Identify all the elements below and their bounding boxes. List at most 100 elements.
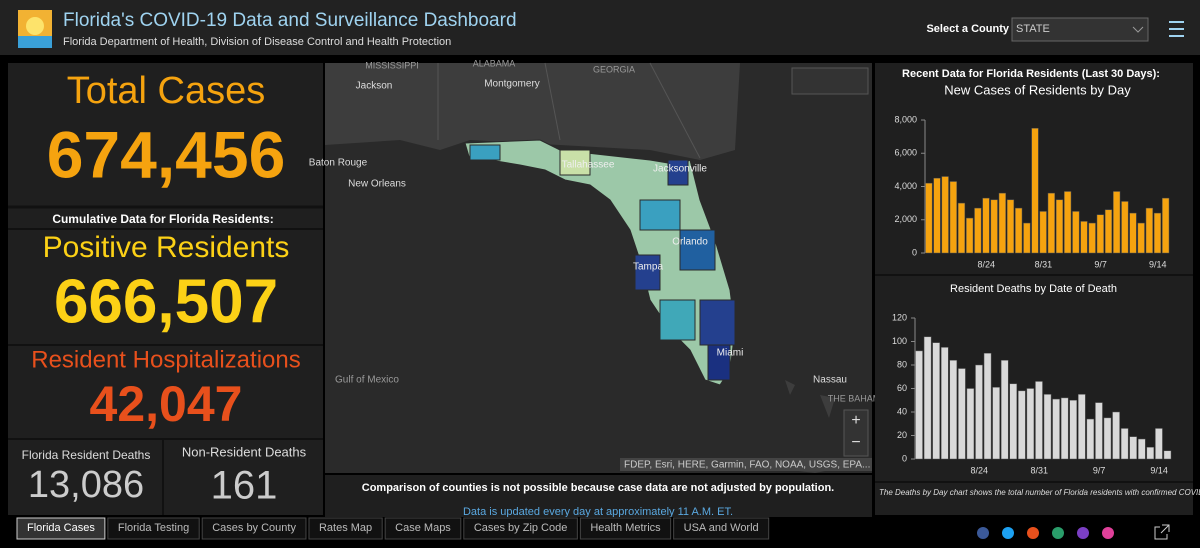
y-tick-label: 20 [897,430,907,440]
bar [1080,221,1088,254]
bar [1026,388,1035,460]
tab[interactable]: Rates Map [308,517,383,540]
bar [1078,394,1086,460]
bar [1112,411,1120,460]
header-title: Florida's COVID-19 Data and Surveillance… [63,10,517,31]
y-tick-label: 120 [892,312,907,322]
social-icons[interactable] [977,524,1170,540]
tab-box [463,517,578,540]
tab[interactable]: Cases by County [201,517,307,540]
bar [1163,450,1172,460]
tab-box [201,517,307,540]
bar [940,347,949,460]
map-controls[interactable]: + − [791,67,869,457]
bar [1137,222,1145,254]
bar [1018,390,1026,460]
bar [1031,128,1039,254]
map-label: Jacksonville [653,164,707,175]
tab-box [16,517,106,540]
deaths-label: Florida Resident Deaths [22,448,151,462]
land [325,63,740,160]
header [0,0,1200,55]
tab[interactable]: Case Maps [384,517,462,540]
map-label: MISSISSIPPI [365,60,419,70]
y-tick-label: 40 [897,406,907,416]
bar [1096,214,1104,254]
tab-label: Florida Cases [27,522,95,534]
svg-text:−: − [851,434,860,451]
positive-label: Positive Residents [43,231,290,264]
bar [941,176,949,254]
county-select[interactable] [1011,17,1149,42]
bar [923,336,932,460]
bar [1113,191,1121,254]
bar [975,364,983,460]
bar [1072,211,1080,254]
bar [949,181,957,254]
x-tick-label: 8/31 [1035,259,1053,269]
bar [1137,438,1146,460]
hospitalizations-label: Resident Hospitalizations [31,346,300,373]
deaths-value: 13,086 [28,464,144,506]
update-note: Data is updated every day at approximate… [463,506,733,518]
map-label: Nassau [813,375,847,386]
bar [966,388,975,460]
tab[interactable]: Florida Testing [107,517,200,540]
bar [1055,199,1064,254]
x-tick-label: 9/7 [1094,259,1107,269]
x-tick-label: 9/14 [1149,259,1167,269]
state-borders [437,62,701,159]
menu-button[interactable] [1169,21,1184,37]
tab-box [308,517,383,540]
map-label: Orlando [672,237,708,248]
bar [925,182,933,254]
logo-sun [26,17,44,35]
map-label: ALABAMA [473,58,516,68]
bar [1000,360,1009,460]
bar [915,350,923,460]
bar [957,202,966,254]
map-label: GEORGIA [593,64,635,74]
bar [974,207,982,254]
y-tick-label: 6,000 [894,148,917,158]
bar [1064,191,1072,254]
bar [1086,418,1095,460]
recent-heading: Recent Data for Florida Residents (Last … [902,68,1160,80]
bar [932,342,940,460]
tab-label: Case Maps [395,522,451,534]
x-tick-label: 9/14 [1150,465,1168,475]
map-label: Tampa [633,262,663,273]
tab[interactable]: Cases by Zip Code [463,517,578,540]
positive-value: 666,507 [54,267,278,336]
bar [1121,201,1129,254]
chart-title: New Cases of Residents by Day [944,82,1131,97]
map-label: Miami [717,348,744,359]
tab-label: Health Metrics [590,522,661,534]
hospitalizations-value: 42,047 [90,376,243,432]
y-tick-label: 0 [902,453,907,463]
tab-label: Rates Map [319,522,372,534]
y-tick-label: 8,000 [894,114,917,124]
bar [992,387,1000,460]
bar [1023,222,1031,254]
county-value: STATE [1016,23,1050,35]
y-tick-label: 100 [892,336,907,346]
bar [982,197,990,254]
bar [958,368,966,460]
map-note-panel [325,475,872,517]
bar [1129,212,1137,254]
tab[interactable]: Health Metrics [579,517,672,540]
y-tick-label: 0 [912,247,917,257]
x-tick-label: 8/24 [977,259,995,269]
map-label: Gulf of Mexico [335,375,399,386]
tab[interactable]: Florida Cases [16,517,106,540]
bar [1035,381,1043,460]
map-label: New Orleans [348,179,406,190]
tab[interactable]: USA and World [673,517,770,540]
total-cases: 674,456 [47,117,286,191]
bar [1120,428,1129,460]
bar [1162,197,1170,254]
x-tick-label: 8/31 [1030,465,1048,475]
y-tick-label: 2,000 [894,214,917,224]
bar [1006,199,1015,254]
